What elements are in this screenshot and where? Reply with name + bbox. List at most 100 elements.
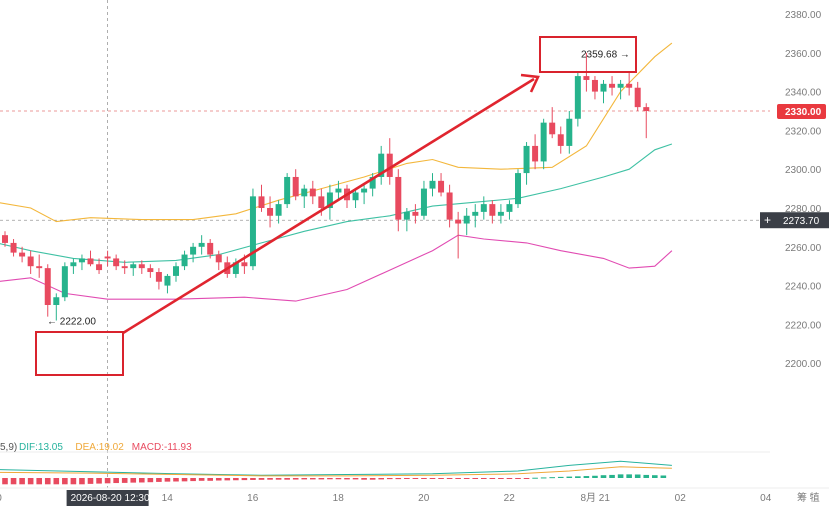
candle-body: [241, 262, 248, 267]
macd-hist-bar: [36, 478, 42, 485]
candle: [301, 184, 308, 208]
macd-hist-bar: [438, 478, 444, 479]
candle-body: [309, 188, 316, 197]
candle: [232, 258, 239, 278]
candle-body: [506, 204, 513, 212]
x-tick-label: 14: [162, 493, 174, 504]
candle: [2, 231, 8, 247]
candle: [472, 204, 479, 228]
candle: [523, 142, 530, 185]
candles: [2, 52, 650, 321]
boll_upper-line: [0, 42, 673, 223]
candle: [463, 208, 470, 236]
candle: [480, 196, 487, 220]
y-tick-label: 2280.00: [785, 204, 822, 215]
macd-hist-bar: [617, 474, 624, 478]
macd-hist-bar: [241, 478, 248, 481]
candle-body: [361, 188, 368, 193]
macd-hist-bar: [575, 476, 581, 478]
x-tick-label: 18: [333, 493, 345, 504]
crosshair-price-tag: [760, 212, 829, 229]
candle: [147, 264, 154, 278]
macd-hist-bar: [233, 478, 239, 481]
macd-hist-bar: [181, 478, 188, 482]
candle-body: [489, 204, 496, 216]
crosshair-price-label: 2273.70: [783, 216, 820, 227]
x-tick-label: 20: [418, 493, 430, 504]
candle-body: [532, 145, 539, 162]
candle-body: [70, 262, 77, 267]
x-tick-label: 04: [760, 493, 772, 504]
candle-body: [275, 204, 282, 216]
candle-body: [497, 211, 504, 216]
macd-hist-bar: [173, 478, 179, 482]
macd-hist-bar: [472, 478, 479, 479]
macd-hist-bar: [44, 478, 51, 485]
candle-body: [27, 256, 34, 267]
candle-body: [164, 275, 171, 286]
low-value-label: ← 2222.00: [47, 317, 96, 328]
candle: [138, 260, 145, 274]
macd-hist-bar: [164, 478, 171, 482]
candle: [420, 180, 427, 220]
candle: [292, 169, 299, 201]
macd-hist-bar: [275, 478, 282, 480]
candle: [455, 211, 462, 259]
candle-body: [173, 266, 179, 276]
boll_lower-line: [0, 234, 673, 302]
macd-hist-bar: [79, 478, 85, 485]
candle: [412, 204, 419, 224]
candle-body: [121, 266, 128, 269]
x-tick-label: 02: [675, 493, 687, 504]
candle-body: [335, 188, 342, 193]
candle: [181, 250, 188, 271]
candle: [130, 262, 137, 276]
macd-hist-bar: [198, 478, 205, 481]
candle: [61, 262, 68, 302]
candle: [557, 126, 564, 154]
macd-hist-bar: [190, 478, 196, 482]
x-tick-label: 16: [247, 493, 259, 504]
macd-legend-item: MACD:-11.93: [132, 442, 192, 453]
candle-body: [566, 118, 573, 146]
macd-hist-bar: [2, 478, 8, 485]
candle: [497, 204, 504, 224]
candle-body: [352, 192, 359, 201]
macd-hist-bar: [506, 478, 513, 479]
candle-body: [455, 219, 462, 224]
candle: [164, 273, 171, 294]
macd-hist-bar: [626, 474, 632, 478]
macd-hist-bar: [378, 478, 384, 480]
x-tick-label: 10: [0, 493, 2, 504]
high-value-label: 2359.68 →: [581, 49, 630, 60]
boll_mid-line: [0, 143, 673, 263]
candle-body: [429, 180, 436, 189]
low-highlight-box: [35, 331, 124, 376]
candle-body: [403, 211, 410, 220]
candle-body: [420, 188, 427, 216]
candle: [78, 254, 85, 271]
macd-hist-bar: [70, 478, 77, 485]
macd-hist-bar: [284, 478, 290, 480]
candle: [207, 239, 214, 259]
candle-body: [181, 254, 188, 267]
candle-body: [258, 196, 265, 208]
candle: [198, 235, 205, 255]
macd-hist-bar: [301, 478, 308, 480]
last-price-label: 2330.00: [785, 107, 822, 118]
macd-hist-bar: [652, 475, 658, 478]
macd-hist-bar: [489, 478, 496, 479]
candle-body: [61, 266, 68, 298]
candle-body: [549, 122, 556, 135]
candle-body: [591, 79, 598, 92]
macd-params-label: 5,9): [0, 442, 17, 453]
candle-body: [472, 211, 479, 216]
macd-hist-bar: [318, 478, 325, 480]
macd-hist-bar: [660, 475, 667, 478]
candle: [549, 107, 556, 139]
candle-body: [626, 83, 633, 88]
trend-arrow-head: [520, 73, 540, 93]
candle: [96, 258, 103, 274]
